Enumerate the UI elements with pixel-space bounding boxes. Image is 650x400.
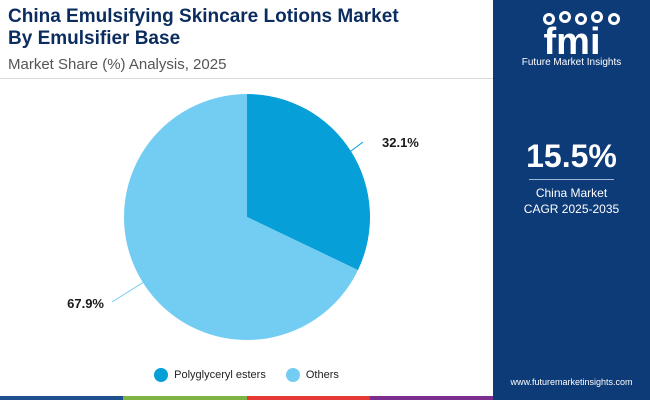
legend-swatch-polyglyceryl-esters [154,368,169,382]
logo-wordmark: fmi [544,21,601,63]
bottom-bar-segment-4 [369,396,493,400]
chart-title-line-2: By Emulsifier Base [8,28,181,49]
chart-subtitle: Market Share (%) Analysis, 2025 [8,56,227,73]
legend-item-polyglyceryl-esters: Polyglyceryl esters [154,368,266,382]
data-label-others: 67.9% [67,296,104,311]
legend-label-polyglyceryl-esters: Polyglyceryl esters [174,369,266,381]
title-divider [0,78,493,79]
legend-swatch-others [285,368,300,382]
pie-chart: 32.1% 67.9% [67,94,419,340]
main-panel: China Emulsifying Skincare Lotions Marke… [0,6,493,382]
brand-sidebar: fmi Future Market Insights 15.5% China M… [493,0,650,400]
logo-caption: Future Market Insights [521,57,622,68]
chart-title-line-1: China Emulsifying Skincare Lotions Marke… [8,6,399,27]
legend-label-others: Others [305,369,339,381]
pie-slice-polyglyceryl-esters [247,94,370,271]
website-link[interactable]: www.futuremarketinsights.com [510,377,633,387]
bottom-bar-segment-2 [123,396,247,400]
legend-item-others: Others [285,368,339,382]
pie-slice-others [123,94,358,340]
cagr-label-market: China Market [535,186,608,200]
leader-line-1 [347,141,364,154]
bottom-bar-segment-3 [246,396,370,400]
leader-line-2 [111,280,147,303]
bottom-color-bar [0,396,493,400]
data-label-polyglyceryl-esters: 32.1% [382,135,419,150]
cagr-label-period: CAGR 2025-2035 [523,202,620,216]
cagr-value: 15.5% [526,138,617,174]
bottom-bar-segment-1 [0,396,124,400]
fmi-logo: fmi [543,11,620,63]
chart-legend: Polyglyceryl esters Others [0,368,493,382]
cagr-divider [529,179,614,180]
